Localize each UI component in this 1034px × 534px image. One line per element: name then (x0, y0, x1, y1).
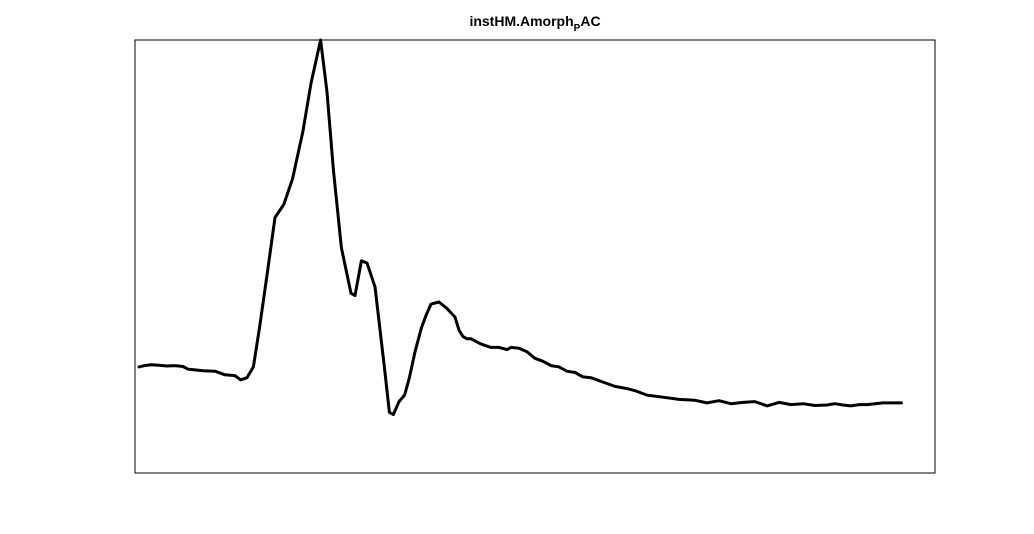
series-line-0 (137, 38, 903, 416)
chart-title-suffix: AC (580, 13, 600, 29)
series-layer (137, 38, 903, 416)
chart-title: instHM.AmorphPAC (469, 13, 600, 34)
chart-title-main: instHM.Amorph (469, 13, 573, 29)
chart-title-subscript: P (574, 23, 581, 34)
plot-area (134, 39, 936, 474)
